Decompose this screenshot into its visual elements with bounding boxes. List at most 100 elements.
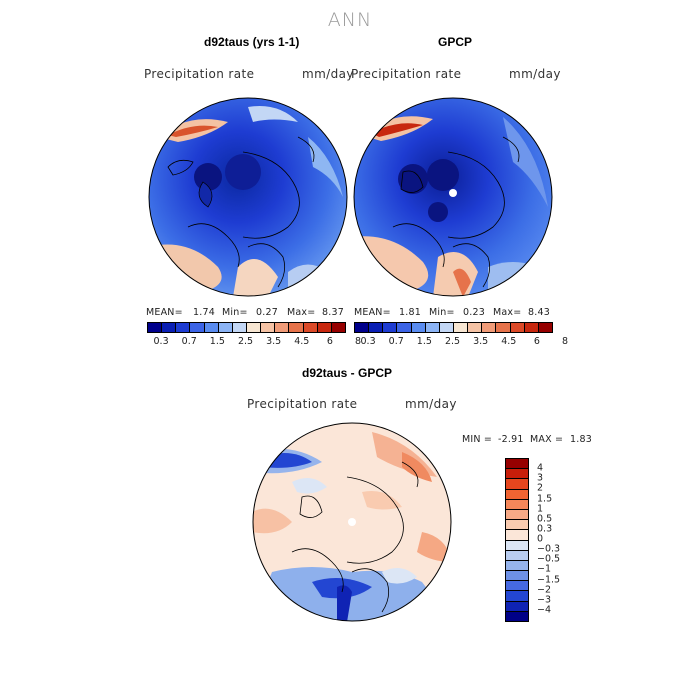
colorbar-tick-label: 4.5 xyxy=(501,336,517,347)
colorbar-swatch xyxy=(506,611,528,621)
colorbar-tick-label: −0.3 xyxy=(537,543,561,555)
colorbar-swatch xyxy=(506,530,528,541)
colorbar-swatch xyxy=(506,550,528,561)
colorbar-tick-label: 0 xyxy=(537,533,544,545)
diff-polar-map xyxy=(252,422,452,622)
colorbar-swatch xyxy=(506,581,528,592)
colorbar-swatch xyxy=(506,540,528,551)
colorbar-swatch xyxy=(246,323,262,332)
colorbar-tick-label: 2.5 xyxy=(444,336,461,347)
colorbar-swatch xyxy=(506,459,528,470)
right-panel-title: GPCP xyxy=(438,35,473,49)
right-variable-label: Precipitation rate xyxy=(351,67,462,81)
colorbar-swatch xyxy=(506,560,528,572)
colorbar-tick-label: 3 xyxy=(537,472,544,484)
colorbar-tick-label: 6 xyxy=(326,336,333,347)
colorbar-tick-label: 2 xyxy=(537,482,544,494)
colorbar-tick-label: 0.3 xyxy=(153,336,169,347)
colorbar-swatch xyxy=(524,323,539,332)
colorbar-swatch xyxy=(506,520,528,531)
colorbar-swatch xyxy=(506,601,528,612)
colorbar-swatch xyxy=(453,323,469,332)
colorbar-tick-label: 0.7 xyxy=(388,336,404,347)
right-colorbar xyxy=(354,322,553,333)
colorbar-tick-label: 0.3 xyxy=(537,523,553,535)
colorbar-tick-label: 3.5 xyxy=(473,336,489,347)
right-max-value: 8.43 xyxy=(528,307,550,318)
diff-colorbar xyxy=(505,458,529,622)
colorbar-swatch xyxy=(538,323,552,332)
colorbar-swatch xyxy=(204,323,219,332)
left-min-value: 0.27 xyxy=(256,307,278,318)
colorbar-tick-label: −0.5 xyxy=(537,553,561,565)
left-polar-map xyxy=(148,97,348,297)
colorbar-tick-label: 4.5 xyxy=(294,336,310,347)
colorbar-swatch xyxy=(496,323,511,332)
left-colorbar xyxy=(147,322,346,333)
right-units-label: mm/day xyxy=(509,67,561,81)
colorbar-swatch xyxy=(506,499,528,510)
colorbar-swatch xyxy=(506,479,528,490)
colorbar-tick-label: 8 xyxy=(562,336,569,347)
colorbar-swatch xyxy=(232,323,247,332)
colorbar-tick-label: 4 xyxy=(537,462,544,474)
colorbar-tick-label: 8 xyxy=(355,336,362,347)
diff-variable-label: Precipitation rate xyxy=(247,397,358,411)
colorbar-tick-label: −4 xyxy=(537,604,552,616)
colorbar-swatch xyxy=(331,323,345,332)
colorbar-swatch xyxy=(148,323,163,332)
colorbar-swatch xyxy=(506,469,528,480)
left-mean-label: MEAN= xyxy=(146,307,183,318)
diff-min-label: MIN = xyxy=(462,434,493,445)
colorbar-swatch xyxy=(303,323,318,332)
colorbar-swatch xyxy=(369,323,384,332)
left-panel-title: d92taus (yrs 1-1) xyxy=(204,35,300,49)
right-max-label: Max= xyxy=(493,307,522,318)
colorbar-tick-label: 1.5 xyxy=(209,336,225,347)
colorbar-swatch xyxy=(411,323,426,332)
colorbar-tick-label: −1.5 xyxy=(537,574,561,585)
diff-colorbar-ticks: 4 3 2 1.5 1 0.5 0.3 0 −0.3 −0.5 −1 −1.5 −2 −3 −4 xyxy=(537,458,577,620)
colorbar-swatch xyxy=(190,323,205,332)
colorbar-swatch xyxy=(482,323,497,332)
left-max-label: Max= xyxy=(287,307,316,318)
colorbar-swatch xyxy=(506,591,528,602)
colorbar-swatch xyxy=(218,323,233,332)
right-mean-value: 1.81 xyxy=(399,307,421,318)
diff-min-value: -2.91 xyxy=(498,434,524,445)
diff-panel-title: d92taus - GPCP xyxy=(302,366,393,380)
colorbar-tick-label: −2 xyxy=(537,584,552,596)
left-min-label: Min= xyxy=(222,307,248,318)
colorbar-tick-label: 1.5 xyxy=(537,493,553,504)
colorbar-swatch xyxy=(176,323,191,332)
left-variable-label: Precipitation rate xyxy=(144,67,255,81)
colorbar-swatch xyxy=(506,489,528,500)
colorbar-swatch xyxy=(425,323,440,332)
right-mean-label: MEAN= xyxy=(354,307,391,318)
colorbar-swatch xyxy=(439,323,454,332)
colorbar-swatch xyxy=(506,509,528,521)
diff-max-value: 1.83 xyxy=(570,434,592,445)
left-units-label: mm/day xyxy=(302,67,354,81)
right-colorbar-ticks: 0.3 0.7 1.5 2.5 3.5 4.5 6 8 xyxy=(354,336,569,348)
colorbar-tick-label: 6 xyxy=(533,336,540,347)
figure-title: ANN xyxy=(327,9,373,31)
colorbar-tick-label: −3 xyxy=(537,594,552,606)
left-mean-value: 1.74 xyxy=(193,307,215,318)
colorbar-tick-label: 2.5 xyxy=(237,336,254,347)
colorbar-tick-label: 1 xyxy=(537,503,544,515)
colorbar-swatch xyxy=(162,323,177,332)
colorbar-swatch xyxy=(468,323,483,332)
colorbar-tick-label: 0.3 xyxy=(360,336,376,347)
colorbar-swatch xyxy=(355,323,370,332)
colorbar-swatch xyxy=(261,323,276,332)
colorbar-swatch xyxy=(317,323,332,332)
colorbar-tick-label: 0.5 xyxy=(537,513,553,525)
colorbar-tick-label: 3.5 xyxy=(266,336,282,347)
diff-max-label: MAX = xyxy=(530,434,564,445)
colorbar-swatch xyxy=(275,323,290,332)
colorbar-tick-label: 0.7 xyxy=(181,336,197,347)
colorbar-tick-label: −1 xyxy=(537,563,552,575)
right-min-value: 0.23 xyxy=(463,307,485,318)
colorbar-swatch xyxy=(397,323,412,332)
